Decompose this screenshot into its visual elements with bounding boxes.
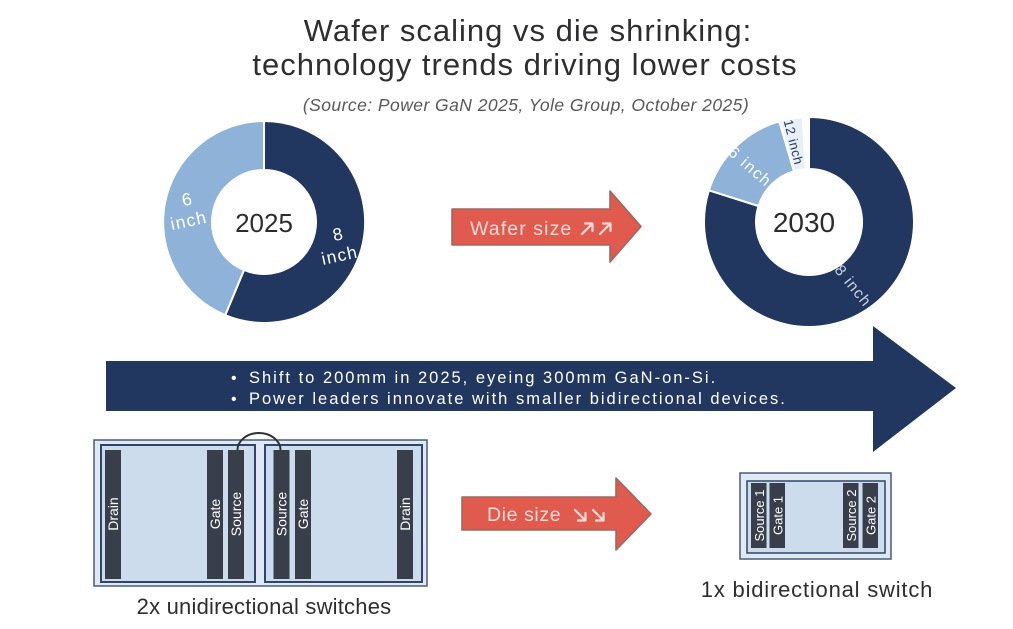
svg-text:6: 6 xyxy=(180,188,195,210)
svg-text:Gate 1: Gate 1 xyxy=(771,496,786,535)
svg-text:2x unidirectional switches: 2x unidirectional switches xyxy=(137,594,392,619)
svg-text:Source 2: Source 2 xyxy=(844,489,859,541)
svg-text:Gate: Gate xyxy=(207,499,223,530)
svg-text:technology trends driving lowe: technology trends driving lower costs xyxy=(252,47,797,82)
svg-text:•: • xyxy=(231,370,237,387)
svg-text:Source: Source xyxy=(228,492,244,537)
svg-text:(Source: Power GaN 2025, Yole: (Source: Power GaN 2025, Yole Group, Oct… xyxy=(303,95,749,115)
svg-text:8: 8 xyxy=(331,223,346,245)
svg-text:Drain: Drain xyxy=(105,497,121,530)
svg-text:Shift to 200mm in 2025, eyeing: Shift to 200mm in 2025, eyeing 300mm GaN… xyxy=(249,369,717,387)
svg-text:2025: 2025 xyxy=(235,208,293,238)
svg-text:Source 1: Source 1 xyxy=(752,489,767,541)
svg-text:Power leaders innovate with sm: Power leaders innovate with smaller bidi… xyxy=(249,390,787,408)
svg-text:Drain: Drain xyxy=(397,497,413,530)
svg-text:•: • xyxy=(231,391,237,408)
svg-text:Gate 2: Gate 2 xyxy=(864,496,879,535)
svg-text:Wafer size: Wafer size xyxy=(470,218,572,240)
svg-text:1x bidirectional switch: 1x bidirectional switch xyxy=(701,577,933,602)
svg-text:Wafer scaling vs die shrinking: Wafer scaling vs die shrinking: xyxy=(304,13,753,48)
svg-text:Source: Source xyxy=(274,492,290,537)
svg-text:Gate: Gate xyxy=(295,499,311,530)
svg-text:Die size: Die size xyxy=(487,504,561,526)
svg-text:2030: 2030 xyxy=(773,207,835,238)
